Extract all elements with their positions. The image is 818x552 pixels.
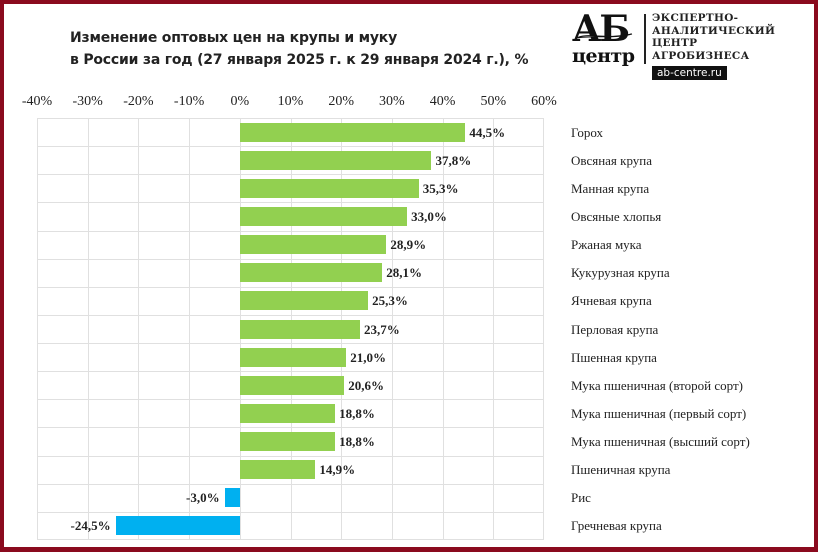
gridline-horizontal bbox=[38, 455, 543, 457]
gridline-vertical bbox=[138, 119, 140, 539]
gridline-horizontal bbox=[38, 511, 543, 513]
logo-mark-ab: АБ bbox=[572, 8, 630, 50]
bar bbox=[115, 516, 240, 536]
category-label: Рис bbox=[571, 490, 591, 506]
gridline-vertical bbox=[87, 119, 89, 539]
gridline-horizontal bbox=[38, 146, 543, 148]
x-tick-label: 30% bbox=[379, 94, 405, 109]
value-label: 35,3% bbox=[422, 180, 459, 196]
category-label: Перловая крупа bbox=[571, 321, 659, 337]
category-label: Овсяные хлопья bbox=[571, 208, 662, 224]
value-label: 21,0% bbox=[350, 349, 387, 365]
chart-title: Изменение оптовых цен на крупы и муку в … bbox=[70, 27, 529, 71]
x-tick-label: 40% bbox=[429, 94, 456, 109]
logo-separator bbox=[644, 14, 646, 64]
gridline-horizontal bbox=[38, 258, 543, 260]
bar bbox=[239, 432, 336, 452]
logo-url: ab-centre.ru bbox=[652, 66, 727, 80]
bar bbox=[239, 460, 316, 480]
gridline-horizontal bbox=[38, 371, 543, 373]
x-tick-label: -10% bbox=[173, 94, 205, 109]
bar bbox=[239, 178, 419, 198]
bar bbox=[239, 375, 345, 395]
logo-org-name: ЭКСПЕРТНО- АНАЛИТИЧЕСКИЙ ЦЕНТР АГРОБИЗНЕ… bbox=[652, 12, 776, 62]
category-label: Кукурузная крупа bbox=[571, 265, 670, 281]
bar bbox=[239, 319, 360, 339]
x-tick-label: -40% bbox=[21, 94, 53, 109]
gridline-vertical bbox=[391, 119, 393, 539]
chart-title-line2: в России за год (27 января 2025 г. к 29 … bbox=[70, 52, 529, 68]
gridline-horizontal bbox=[38, 286, 543, 288]
category-label: Овсяная крупа bbox=[571, 152, 653, 168]
value-label: 28,1% bbox=[386, 265, 423, 281]
x-tick-label: 10% bbox=[277, 94, 304, 109]
bar bbox=[239, 403, 336, 423]
logo-mark-centr: центр bbox=[572, 45, 635, 67]
value-label: -24,5% bbox=[70, 518, 111, 534]
category-label: Мука пшеничная (высший сорт) bbox=[571, 434, 750, 450]
bar bbox=[239, 263, 383, 283]
gridline-vertical bbox=[442, 119, 444, 539]
gridline-horizontal bbox=[38, 343, 543, 345]
bar bbox=[239, 206, 408, 226]
category-label: Пшеничная крупа bbox=[571, 462, 671, 478]
gridline-horizontal bbox=[38, 427, 543, 429]
value-label: 23,7% bbox=[363, 321, 400, 337]
category-label: Гречневая крупа bbox=[571, 518, 662, 534]
category-label: Манная крупа bbox=[571, 180, 650, 196]
gridline-horizontal bbox=[38, 314, 543, 316]
value-label: -3,0% bbox=[186, 490, 220, 506]
ab-centre-logo: АБ центр ЭКСПЕРТНО- АНАЛИТИЧЕСКИЙ ЦЕНТР … bbox=[572, 8, 776, 82]
gridline-vertical bbox=[493, 119, 495, 539]
bar bbox=[224, 488, 240, 508]
value-label: 25,3% bbox=[372, 293, 408, 309]
bar bbox=[239, 122, 466, 142]
bar bbox=[239, 150, 432, 170]
value-label: 28,9% bbox=[390, 237, 427, 253]
value-label: 33,0% bbox=[411, 208, 447, 224]
image-frame-right bbox=[814, 0, 818, 552]
value-label: 20,6% bbox=[348, 377, 384, 393]
x-tick-label: 0% bbox=[230, 94, 250, 109]
x-tick-label: -20% bbox=[123, 94, 154, 109]
value-label: 14,9% bbox=[319, 462, 356, 478]
x-tick-label: 60% bbox=[531, 94, 557, 109]
x-tick-label: 20% bbox=[328, 94, 355, 109]
value-label: 44,5% bbox=[469, 124, 506, 140]
gridline-horizontal bbox=[38, 202, 543, 204]
category-label: Ржаная мука bbox=[571, 237, 642, 253]
value-label: 18,8% bbox=[339, 434, 375, 450]
gridline-horizontal bbox=[38, 483, 543, 485]
value-label: 37,8% bbox=[435, 152, 472, 168]
bar bbox=[239, 291, 369, 311]
plot-area bbox=[37, 118, 544, 540]
gridline-horizontal bbox=[38, 399, 543, 401]
gridline-horizontal bbox=[38, 230, 543, 232]
category-label: Горох bbox=[571, 124, 604, 140]
gridline-vertical bbox=[189, 119, 191, 539]
chart-title-line1: Изменение оптовых цен на крупы и муку bbox=[70, 30, 398, 46]
category-label: Пшенная крупа bbox=[571, 349, 657, 365]
x-tick-label: 50% bbox=[480, 94, 507, 109]
bar bbox=[239, 347, 347, 367]
bar bbox=[239, 235, 387, 255]
gridline-horizontal bbox=[38, 174, 543, 176]
category-label: Ячневая крупа bbox=[571, 293, 652, 309]
value-label: 18,8% bbox=[339, 405, 375, 421]
x-tick-label: -30% bbox=[72, 94, 103, 109]
category-label: Мука пшеничная (второй сорт) bbox=[571, 377, 743, 393]
leaf-icon bbox=[575, 33, 633, 39]
x-axis-ticks: -40% -30% -20% -10% 0% 10% 20% 30% 40% 50% 60% bbox=[0, 94, 818, 110]
category-label: Мука пшеничная (первый сорт) bbox=[571, 405, 747, 421]
